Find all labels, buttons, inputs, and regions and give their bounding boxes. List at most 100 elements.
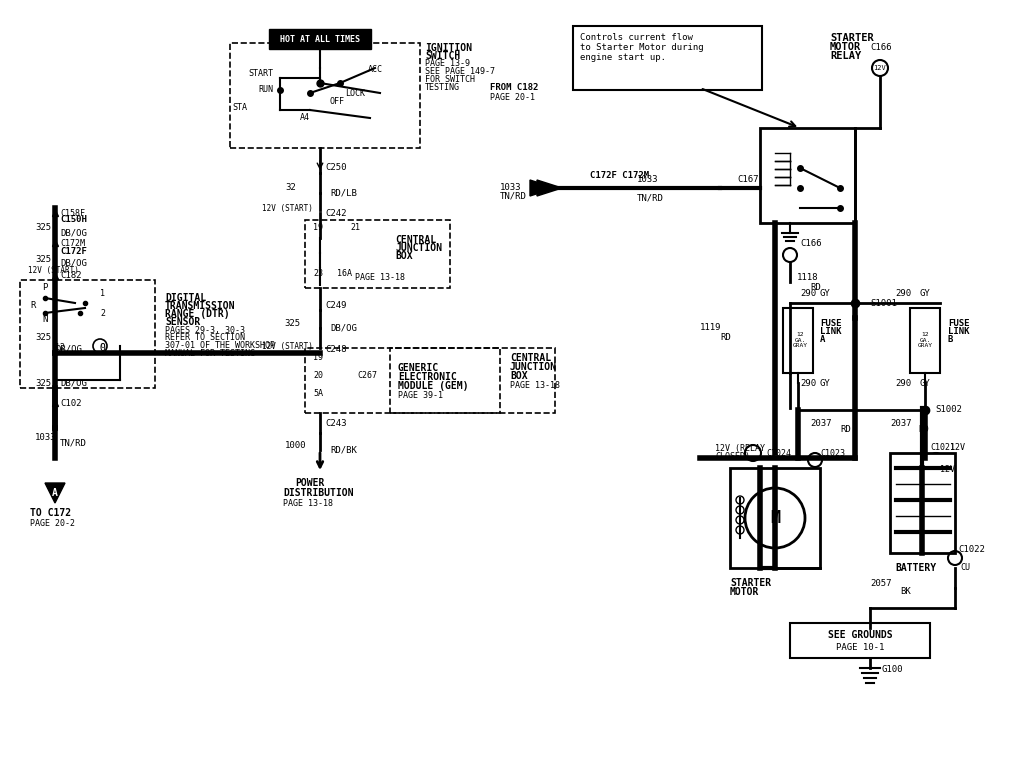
Text: ELECTRONIC: ELECTRONIC: [398, 372, 457, 382]
Text: TESTING: TESTING: [425, 84, 460, 92]
Text: TN/RD: TN/RD: [500, 191, 527, 200]
Text: 325: 325: [35, 333, 51, 343]
Text: DB/OG: DB/OG: [60, 229, 87, 237]
Text: C166: C166: [870, 44, 892, 52]
Polygon shape: [45, 483, 65, 503]
Text: 290: 290: [895, 379, 911, 388]
Text: C172F: C172F: [60, 247, 87, 256]
Text: TRANSMISSION: TRANSMISSION: [165, 301, 236, 311]
Text: SEE GROUNDS: SEE GROUNDS: [827, 630, 892, 640]
Text: 1: 1: [100, 289, 105, 297]
Text: C172F C172M: C172F C172M: [590, 171, 649, 180]
Text: PAGE 13-18: PAGE 13-18: [355, 273, 406, 283]
Text: GY: GY: [820, 289, 830, 297]
Text: O: O: [100, 343, 105, 353]
Bar: [305, 220, 450, 288]
Text: C267: C267: [357, 372, 377, 380]
Text: 32: 32: [285, 184, 296, 193]
Text: FUSE: FUSE: [820, 319, 842, 327]
Text: 307-01 OF THE WORKSHOP: 307-01 OF THE WORKSHOP: [165, 342, 275, 350]
Text: JUNCTION: JUNCTION: [395, 243, 442, 253]
Text: 12: 12: [55, 343, 65, 353]
Text: 23: 23: [313, 269, 323, 277]
Text: HOT AT ALL TIMES: HOT AT ALL TIMES: [280, 35, 360, 44]
Text: C1022: C1022: [958, 545, 985, 554]
Text: TN/RD: TN/RD: [637, 194, 664, 203]
Polygon shape: [530, 180, 555, 196]
Text: BOX: BOX: [395, 251, 413, 261]
Text: 2037: 2037: [890, 419, 911, 428]
Text: SEE PAGE 149-7: SEE PAGE 149-7: [425, 68, 495, 77]
Text: STARTER: STARTER: [830, 33, 873, 43]
Text: BK: BK: [900, 587, 910, 595]
Text: P: P: [42, 283, 47, 293]
Text: STARTER: STARTER: [730, 578, 771, 588]
Text: B4: B4: [305, 44, 315, 52]
Text: IGNITION: IGNITION: [425, 43, 472, 53]
Text: 12
GA.
GRAY: 12 GA. GRAY: [793, 332, 808, 349]
Text: CLOSED): CLOSED): [715, 452, 750, 462]
Text: DISTRIBUTION: DISTRIBUTION: [283, 488, 353, 498]
Text: 20: 20: [313, 372, 323, 380]
Text: 12V: 12V: [873, 65, 887, 71]
Text: FOR SWITCH: FOR SWITCH: [425, 75, 475, 84]
Text: PAGE 20-2: PAGE 20-2: [30, 518, 75, 528]
Text: GY: GY: [920, 379, 931, 388]
Text: 2: 2: [100, 309, 105, 317]
Text: O: O: [101, 343, 105, 349]
Text: 12V: 12V: [940, 465, 955, 475]
Text: C248: C248: [325, 346, 346, 355]
Text: RD: RD: [720, 333, 731, 343]
Text: 290: 290: [800, 289, 816, 297]
Text: A4: A4: [300, 112, 310, 121]
Text: 21: 21: [350, 223, 360, 233]
Polygon shape: [537, 180, 562, 196]
Text: 1118: 1118: [797, 273, 818, 283]
Text: 12V: 12V: [950, 443, 965, 452]
Text: PAGE 13-18: PAGE 13-18: [510, 380, 560, 389]
Text: C150H: C150H: [60, 216, 87, 224]
Text: 325: 325: [284, 319, 300, 327]
Text: RANGE (DTR): RANGE (DTR): [165, 309, 229, 319]
Text: C1024: C1024: [766, 449, 791, 458]
Text: DB/OG: DB/OG: [60, 379, 87, 388]
Text: 1033: 1033: [500, 184, 521, 193]
Text: LINK: LINK: [820, 326, 842, 336]
Text: 1033: 1033: [637, 176, 658, 184]
Text: GY: GY: [820, 379, 830, 388]
Text: G100: G100: [882, 666, 903, 674]
Bar: [730, 468, 820, 568]
Text: RUN: RUN: [258, 85, 273, 94]
Text: SWITCH: SWITCH: [425, 51, 460, 61]
Text: 2037: 2037: [810, 419, 831, 428]
Text: 12V (RELAY: 12V (RELAY: [715, 443, 765, 452]
Text: 325: 325: [35, 223, 51, 233]
Text: FUSE: FUSE: [948, 319, 970, 327]
Text: 2057: 2057: [870, 578, 892, 588]
Text: A: A: [52, 488, 58, 498]
Bar: [910, 308, 940, 373]
Text: B: B: [948, 335, 953, 343]
Text: MODULE (GEM): MODULE (GEM): [398, 381, 469, 391]
Bar: [890, 453, 955, 553]
Bar: [390, 348, 500, 413]
Text: CU: CU: [961, 564, 970, 572]
Text: PAGE 13-9: PAGE 13-9: [425, 59, 470, 68]
Text: C158F: C158F: [60, 208, 85, 217]
Text: MANUAL FOR TESTING: MANUAL FOR TESTING: [165, 349, 255, 359]
Text: START: START: [248, 68, 273, 78]
Text: 290: 290: [895, 289, 911, 297]
Bar: [230, 43, 420, 148]
Bar: [760, 128, 855, 223]
Text: CENTRAL: CENTRAL: [510, 353, 551, 363]
Text: GY: GY: [920, 289, 931, 297]
Text: C102: C102: [60, 399, 82, 408]
Text: 325: 325: [35, 379, 51, 388]
Text: CENTRAL: CENTRAL: [395, 235, 436, 245]
Text: OFF: OFF: [330, 98, 345, 107]
Text: 1000: 1000: [285, 442, 306, 451]
Text: GENERIC: GENERIC: [398, 363, 439, 373]
Text: LOCK: LOCK: [345, 90, 365, 98]
Bar: [783, 308, 813, 373]
Text: RD/BK: RD/BK: [330, 445, 357, 455]
